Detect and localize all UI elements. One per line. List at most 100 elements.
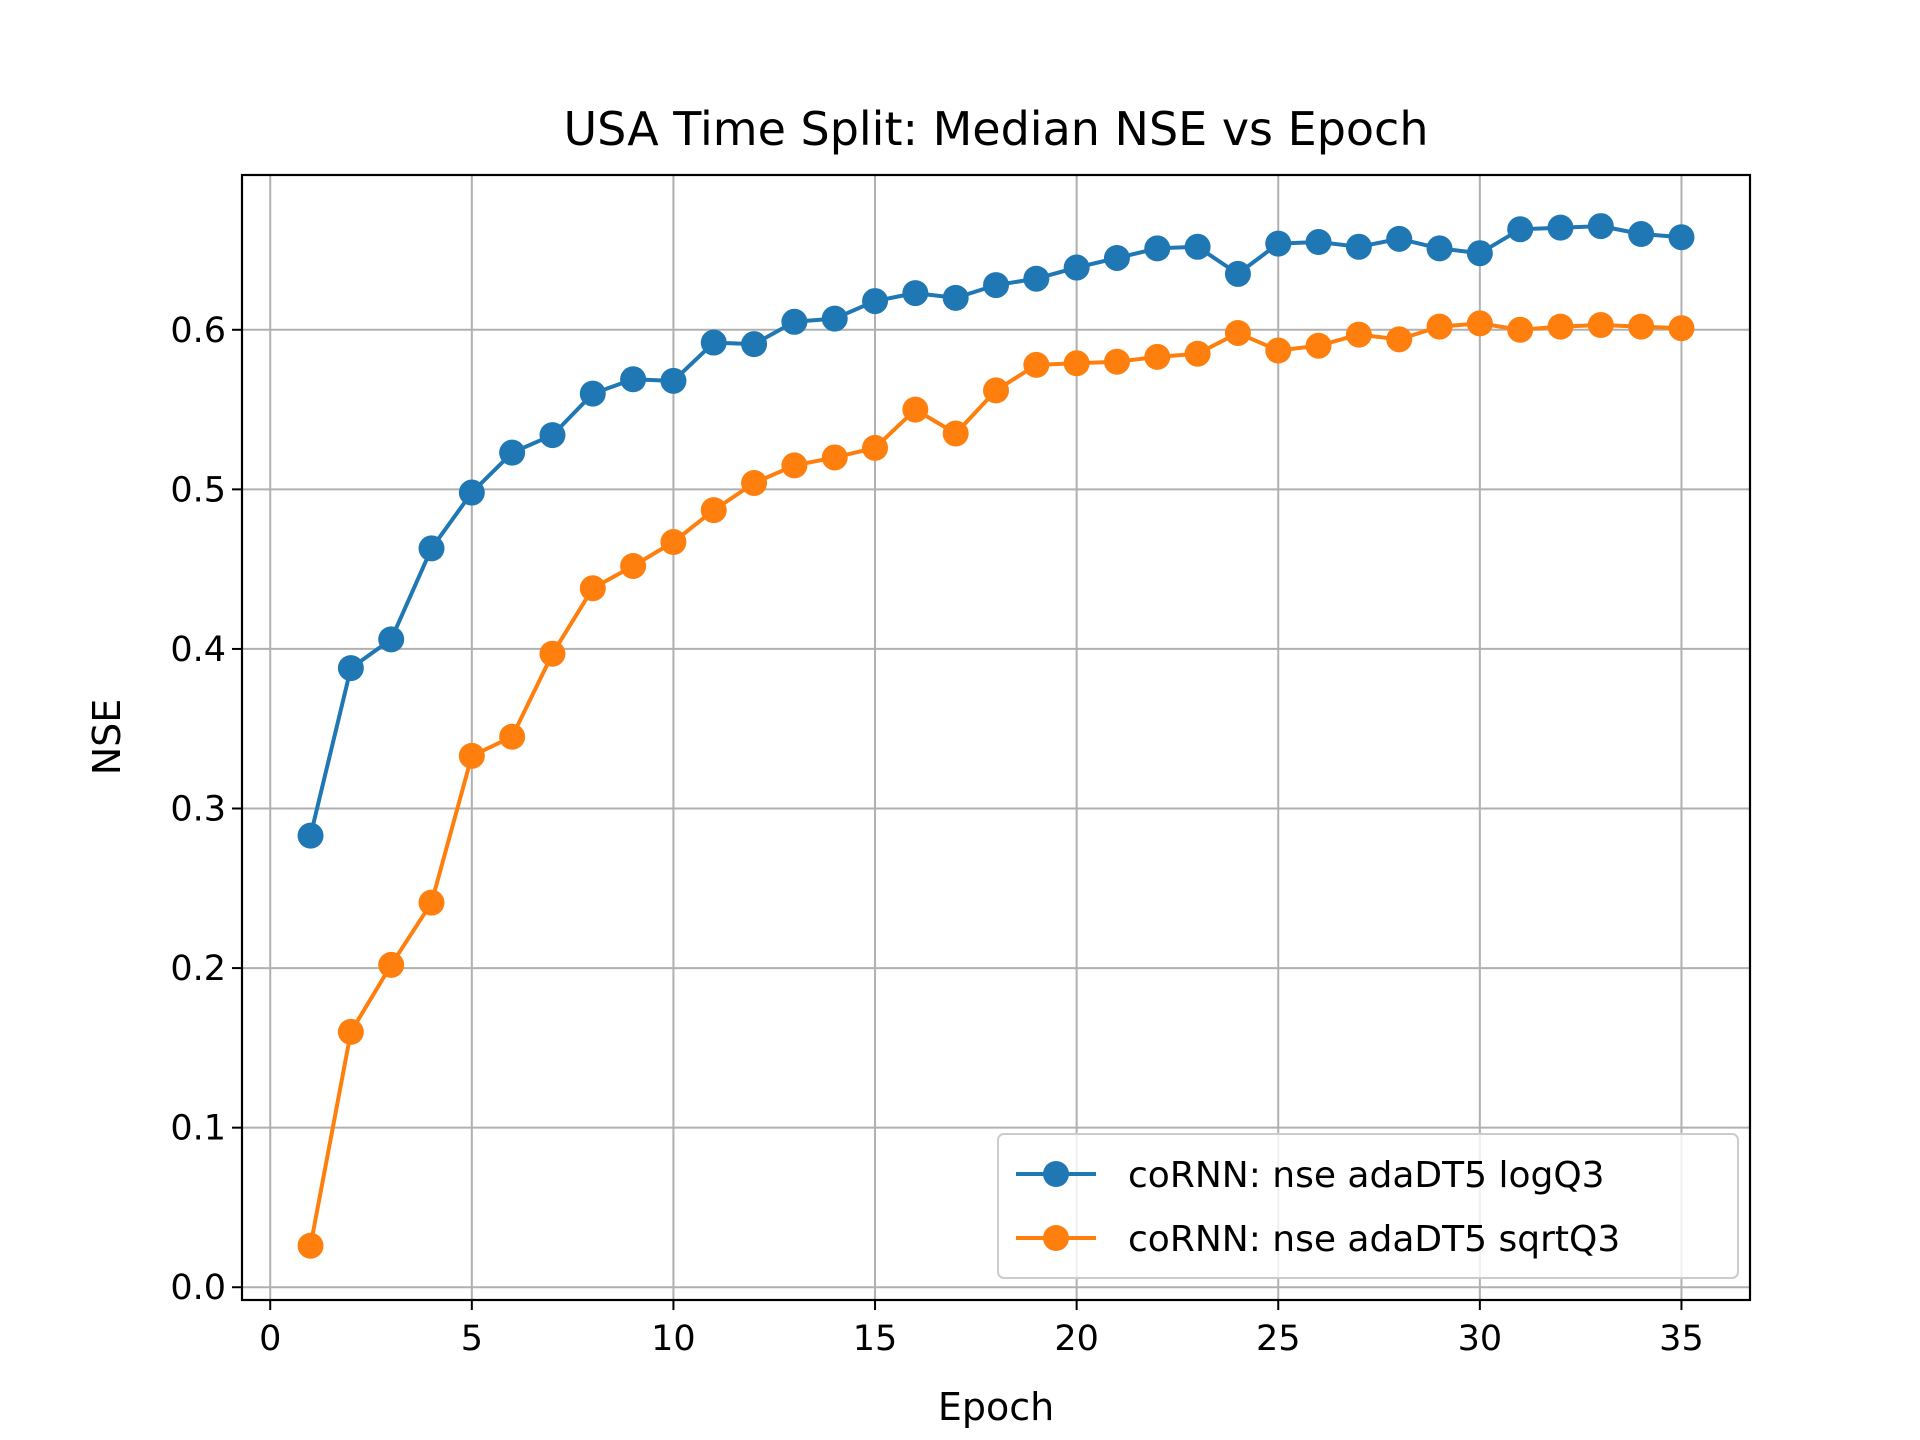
data-point	[1023, 351, 1050, 378]
data-point	[499, 439, 526, 466]
data-point	[418, 889, 445, 916]
legend-marker	[1043, 1161, 1069, 1187]
legend-label: coRNN: nse adaDT5 sqrtQ3	[1128, 1219, 1620, 1260]
data-point	[1547, 214, 1574, 241]
data-point	[942, 420, 969, 447]
data-point	[862, 288, 889, 315]
data-point	[1103, 244, 1130, 271]
series-1	[297, 213, 1695, 849]
data-point	[1628, 221, 1655, 248]
data-point	[821, 305, 848, 332]
y-tick-label: 0.5	[170, 470, 226, 510]
data-point	[1144, 235, 1171, 262]
data-point	[700, 329, 727, 356]
legend-marker	[1043, 1225, 1069, 1251]
data-point	[1386, 326, 1413, 353]
x-axis-label: Epoch	[938, 1385, 1054, 1429]
data-point	[1507, 316, 1534, 343]
data-point	[620, 366, 647, 393]
data-point	[1668, 315, 1695, 342]
y-tick-label: 0.2	[170, 949, 226, 989]
grid	[242, 175, 1750, 1300]
data-point	[1466, 240, 1493, 267]
y-tick-label: 0.1	[170, 1109, 226, 1149]
data-point	[297, 822, 324, 849]
series-2	[297, 310, 1695, 1259]
legend-box	[997, 1133, 1739, 1279]
data-point	[539, 640, 566, 667]
y-tick-label: 0.0	[170, 1268, 226, 1308]
data-point	[1063, 350, 1090, 377]
data-point	[660, 367, 687, 394]
data-point	[1345, 233, 1372, 260]
data-point	[1265, 230, 1292, 257]
data-point	[1547, 313, 1574, 340]
data-point	[862, 434, 889, 461]
data-point	[378, 951, 405, 978]
data-point	[337, 655, 364, 682]
legend-label: coRNN: nse adaDT5 logQ3	[1128, 1155, 1605, 1196]
data-point	[1668, 224, 1695, 251]
data-point	[1063, 254, 1090, 281]
data-point	[700, 497, 727, 524]
data-point	[1426, 313, 1453, 340]
data-point	[1144, 343, 1171, 370]
x-tick-label: 5	[461, 1319, 483, 1359]
data-point	[1103, 348, 1130, 375]
data-point	[1224, 260, 1251, 287]
x-tick-label: 35	[1659, 1319, 1704, 1359]
data-point	[418, 535, 445, 562]
data-point	[337, 1018, 364, 1045]
data-point	[1628, 313, 1655, 340]
data-point	[1184, 233, 1211, 260]
data-point	[781, 308, 808, 335]
data-point	[781, 452, 808, 479]
series-layer	[297, 213, 1695, 1259]
data-point	[1466, 310, 1493, 337]
data-point	[983, 377, 1009, 404]
y-tick-label: 0.6	[170, 311, 226, 351]
data-point	[983, 272, 1009, 299]
data-point	[1184, 340, 1211, 367]
x-tick-label: 10	[651, 1319, 696, 1359]
data-point	[1426, 235, 1453, 262]
data-point	[579, 575, 606, 602]
y-tick-label: 0.4	[170, 630, 226, 670]
x-tick-label: 30	[1458, 1319, 1503, 1359]
data-point	[1345, 321, 1372, 348]
x-tick-label: 0	[259, 1319, 281, 1359]
x-tick-label: 25	[1256, 1319, 1301, 1359]
y-axis-label: NSE	[85, 699, 129, 776]
data-point	[902, 280, 929, 307]
data-point	[499, 723, 526, 750]
data-point	[1305, 229, 1332, 256]
data-point	[1224, 319, 1251, 346]
data-point	[942, 284, 969, 311]
data-point	[378, 626, 405, 653]
data-point	[741, 331, 768, 358]
y-tick-label: 0.3	[170, 790, 226, 830]
data-point	[741, 469, 768, 496]
data-point	[1023, 265, 1050, 292]
x-tick-label: 20	[1054, 1319, 1099, 1359]
data-point	[458, 479, 485, 506]
data-point	[821, 444, 848, 471]
data-point	[620, 552, 647, 579]
data-point	[902, 396, 929, 423]
x-tick-label: 15	[853, 1319, 898, 1359]
data-point	[539, 422, 566, 449]
data-point	[1386, 225, 1413, 252]
chart-title: USA Time Split: Median NSE vs Epoch	[563, 102, 1428, 156]
plot-frame	[240, 173, 1752, 1302]
legend: coRNN: nse adaDT5 logQ3 coRNN: nse adaDT5…	[997, 1133, 1739, 1279]
data-point	[1587, 312, 1614, 338]
data-point	[1305, 332, 1332, 359]
data-point	[458, 742, 485, 769]
ticks: 0 5 10 15 20 25 30 35 0.0 0.1 0.2 0.3 0.4 0.5 0.6	[170, 311, 1703, 1359]
data-point	[1507, 216, 1534, 243]
data-point	[579, 380, 606, 407]
data-point	[297, 1232, 324, 1259]
data-point	[1587, 213, 1614, 240]
data-point	[1265, 337, 1292, 364]
